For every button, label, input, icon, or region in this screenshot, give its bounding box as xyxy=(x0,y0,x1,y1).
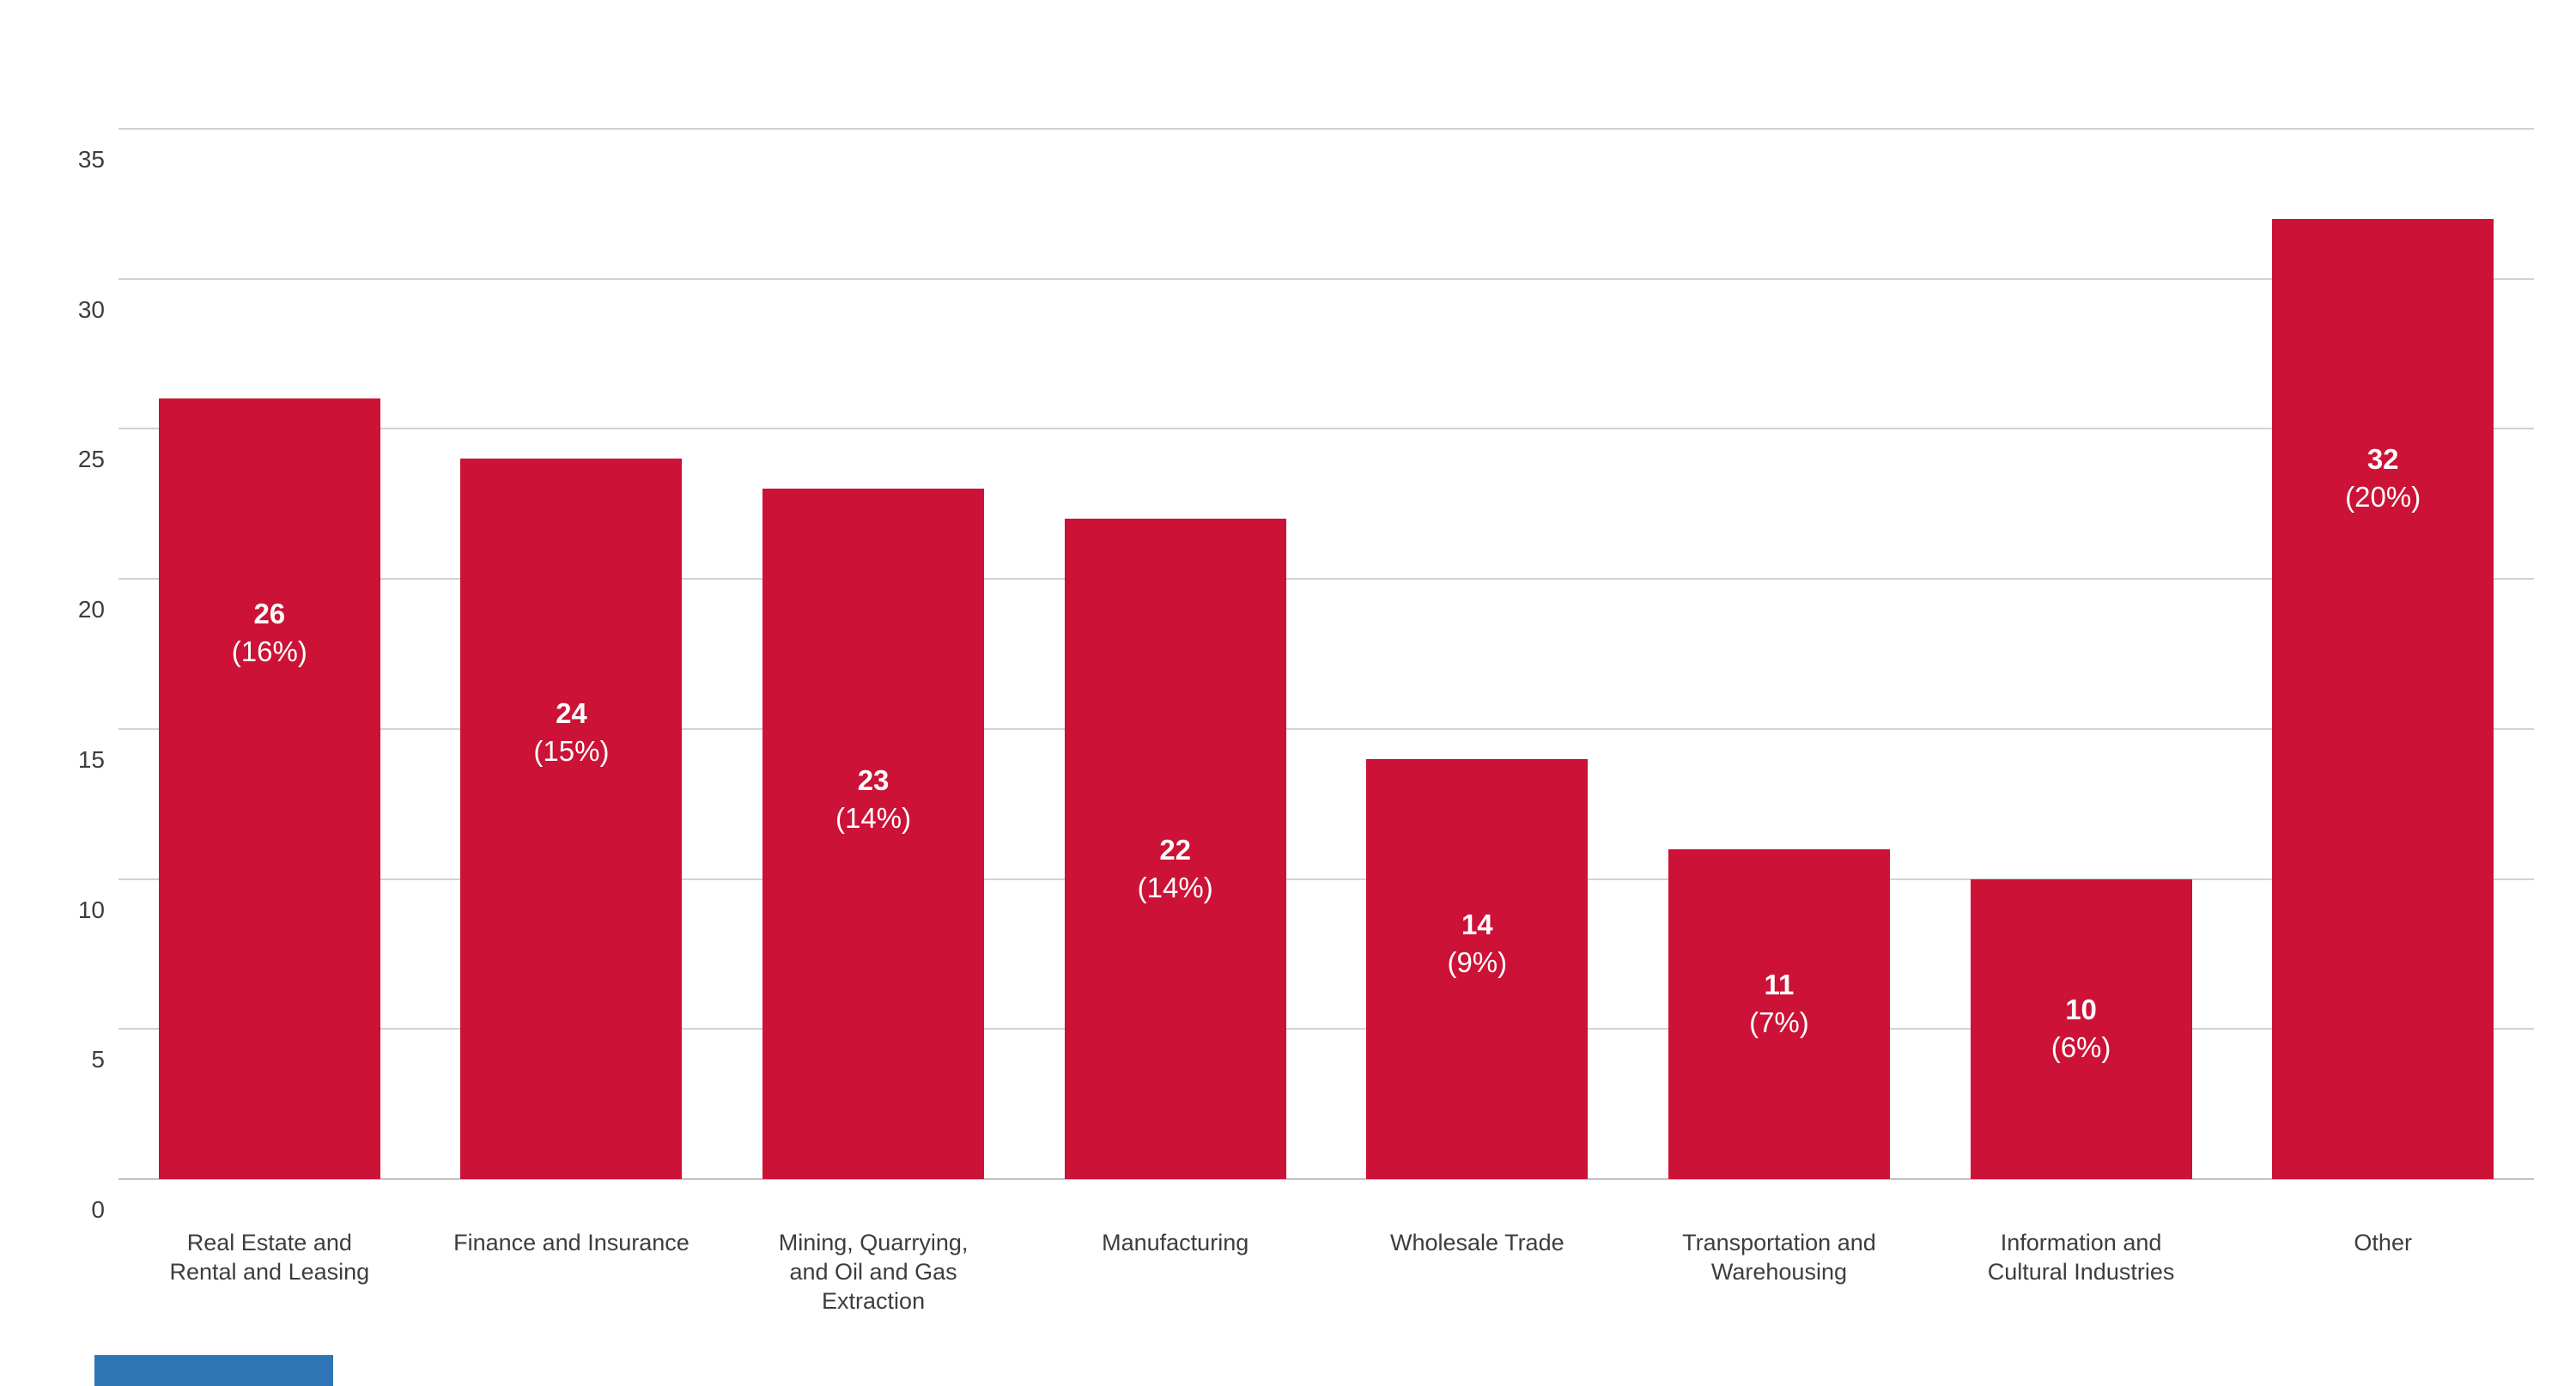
gridline xyxy=(118,1178,2534,1180)
bar-label: 22 (14%) xyxy=(1065,831,1286,907)
gridline xyxy=(118,1028,2534,1030)
category-label: Wholesale Trade xyxy=(1390,1230,1564,1255)
bar-percent-label: (14%) xyxy=(1137,871,1213,903)
bar-label: 23 (14%) xyxy=(762,762,984,837)
bar-label: 32 (20%) xyxy=(2272,441,2494,516)
y-tick-label: 0 xyxy=(91,1196,105,1223)
category-label: Manufacturing xyxy=(1102,1230,1249,1255)
bar-percent-label: (16%) xyxy=(231,635,307,668)
bar xyxy=(762,489,985,1179)
bar-percent-label: (6%) xyxy=(2050,1031,2111,1064)
bar-value-label: 23 xyxy=(857,763,890,796)
bar-value-label: 10 xyxy=(2065,994,2097,1026)
bar-percent-label: (7%) xyxy=(1749,1006,1809,1039)
bar xyxy=(2272,218,2494,1179)
gridline xyxy=(118,878,2534,880)
bar xyxy=(460,459,683,1179)
gridline xyxy=(118,277,2534,280)
bar-label: 11 (7%) xyxy=(1668,966,1890,1042)
category-label: Real Estate and Rental and Leasing xyxy=(169,1230,370,1285)
y-tick-label: 30 xyxy=(77,295,105,323)
bar-percent-label: (20%) xyxy=(2345,480,2421,513)
y-tick-label: 35 xyxy=(77,146,105,173)
y-tick-label: 20 xyxy=(77,596,105,623)
bar-value-label: 11 xyxy=(1764,969,1795,1001)
y-tick-label: 25 xyxy=(77,446,105,473)
y-tick-label: 10 xyxy=(77,896,105,923)
bar-percent-label: (9%) xyxy=(1447,946,1508,979)
bar-value-label: 22 xyxy=(1159,833,1192,866)
category-label: Other xyxy=(2354,1230,2412,1255)
bar-value-label: 26 xyxy=(253,598,286,630)
category-label: Information and Cultural Industries xyxy=(1987,1230,2175,1285)
blue-accent-bar xyxy=(94,1355,333,1386)
bar-value-label: 24 xyxy=(556,697,587,730)
bar xyxy=(158,398,380,1179)
bar-value-label: 14 xyxy=(1461,909,1493,941)
y-tick-label: 5 xyxy=(91,1046,105,1073)
bar-percent-label: (15%) xyxy=(533,735,610,768)
gridline xyxy=(118,428,2534,430)
plot-area: 26 (16%) 24 (15%) 23 (14%) 22 (14%) 14 (9%) 11 (7%)… xyxy=(118,128,2534,1180)
bar-value-label: 32 xyxy=(2366,442,2399,475)
category-label: Finance and Insurance xyxy=(453,1230,690,1255)
bar-label: 10 (6%) xyxy=(1971,991,2192,1067)
gridline xyxy=(118,578,2534,581)
bar-percent-label: (14%) xyxy=(835,801,912,834)
bar-label: 24 (15%) xyxy=(460,695,682,770)
y-tick-label: 15 xyxy=(77,745,105,773)
bar xyxy=(1064,519,1286,1179)
bar xyxy=(1970,878,2192,1179)
gridline xyxy=(118,727,2534,730)
gridline xyxy=(118,128,2534,130)
category-label: Mining, Quarrying, and Oil and Gas Extra… xyxy=(778,1230,969,1314)
bar xyxy=(1668,848,1890,1179)
category-label: Transportation and Warehousing xyxy=(1682,1230,1876,1285)
bar xyxy=(1366,758,1589,1179)
bar-label: 26 (16%) xyxy=(159,595,380,671)
bar-label: 14 (9%) xyxy=(1366,906,1588,982)
